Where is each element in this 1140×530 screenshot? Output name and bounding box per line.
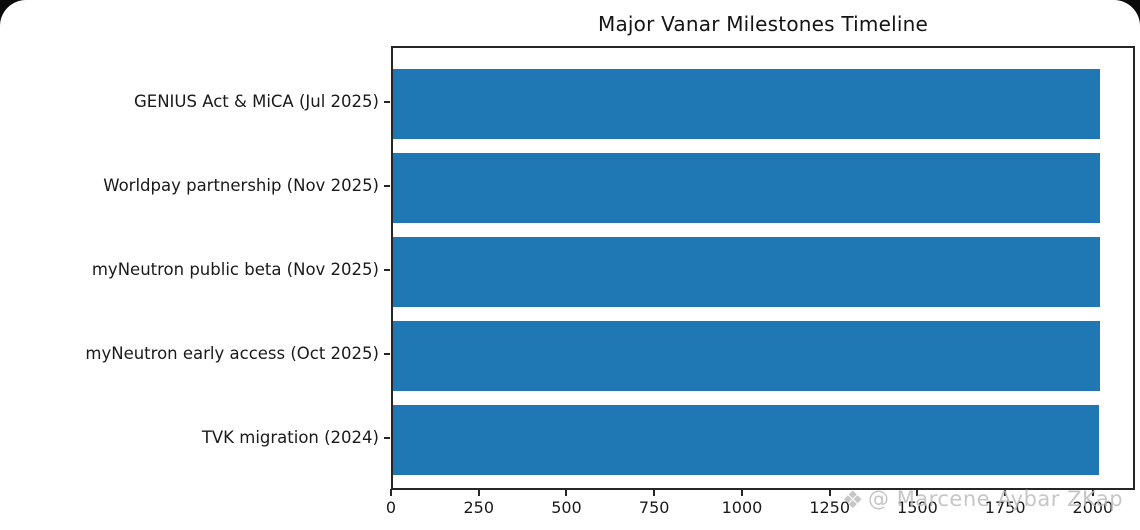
y-tick-label: myNeutron public beta (Nov 2025) — [91, 260, 379, 279]
y-tick-mark — [384, 269, 390, 271]
y-tick-label: Worldpay partnership (Nov 2025) — [103, 176, 379, 195]
x-tick-mark — [653, 489, 656, 496]
chart-title: Major Vanar Milestones Timeline — [598, 12, 928, 36]
x-tick-mark — [390, 489, 392, 496]
x-tick-mark — [916, 489, 919, 496]
x-tick-mark — [828, 489, 831, 496]
y-tick-label: myNeutron early access (Oct 2025) — [85, 344, 379, 363]
bar — [393, 237, 1100, 307]
bar — [393, 321, 1100, 391]
x-tick-mark — [565, 489, 568, 496]
y-tick-mark — [384, 437, 390, 439]
y-tick-label: GENIUS Act & MiCA (Jul 2025) — [133, 92, 379, 111]
x-tick-label: 250 — [463, 498, 495, 517]
y-tick-mark — [384, 101, 390, 103]
x-tick-label: 1750 — [984, 498, 1026, 517]
x-tick-label: 750 — [638, 498, 670, 517]
plot-area — [391, 46, 1135, 490]
x-tick-mark — [1091, 489, 1094, 496]
bar — [393, 69, 1100, 139]
x-tick-label: 1500 — [897, 498, 938, 517]
x-tick-label: 1250 — [809, 498, 851, 517]
x-tick-mark — [1004, 489, 1007, 496]
y-tick-mark — [384, 353, 390, 355]
y-axis-labels: GENIUS Act & MiCA (Jul 2025) Worldpay par… — [0, 46, 379, 490]
y-tick-mark — [384, 185, 390, 187]
x-tick-label: 0 — [385, 498, 397, 517]
bar — [393, 153, 1100, 223]
x-tick-label: 500 — [551, 498, 582, 517]
y-tick-label: TVK migration (2024) — [201, 428, 379, 447]
x-tick-mark — [740, 489, 743, 496]
bar — [393, 405, 1100, 475]
x-tick-mark — [477, 489, 480, 496]
x-tick-label: 2000 — [1072, 498, 1114, 517]
x-tick-label: 1000 — [721, 498, 763, 517]
